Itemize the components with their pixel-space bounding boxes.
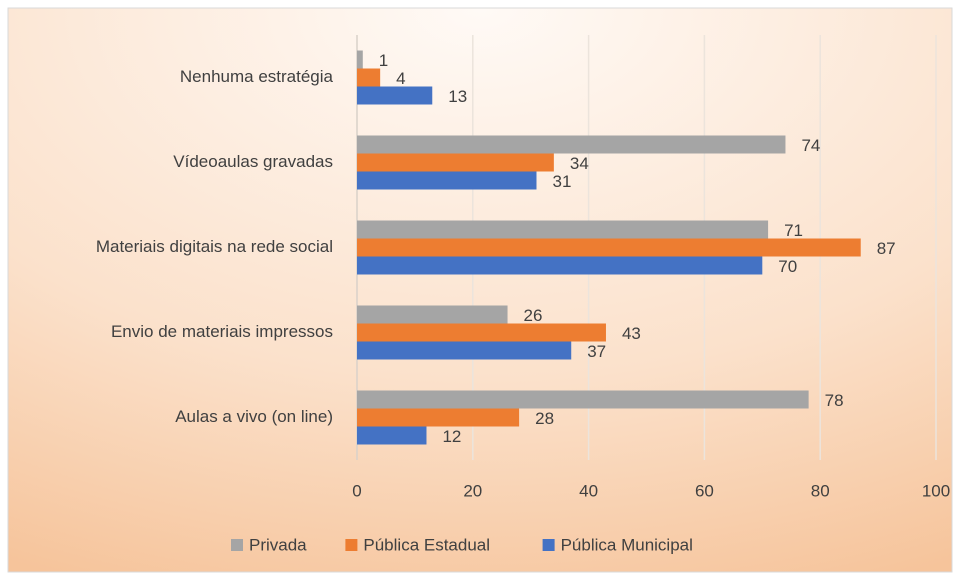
bar	[357, 171, 537, 190]
y-tick-label: Vídeoaulas gravadas	[173, 152, 333, 171]
data-label: 1	[379, 51, 388, 70]
legend-swatch	[231, 539, 243, 551]
y-tick-label: Aulas a vivo (on line)	[175, 407, 333, 426]
y-tick-label: Envio de materiais impressos	[111, 322, 333, 341]
chart-background	[7, 7, 953, 573]
data-label: 37	[587, 342, 606, 361]
y-tick-label: Materiais digitais na rede social	[96, 237, 333, 256]
bar	[357, 426, 427, 445]
legend-label: Pública Municipal	[561, 535, 693, 554]
data-label: 4	[396, 69, 405, 88]
data-label: 31	[552, 172, 571, 191]
bar	[357, 135, 786, 154]
legend-label: Privada	[249, 535, 307, 554]
data-label: 43	[622, 324, 641, 343]
legend-label: Pública Estadual	[363, 535, 490, 554]
data-label: 28	[535, 409, 554, 428]
bar	[357, 50, 363, 69]
x-tick-label: 60	[695, 481, 714, 500]
legend-swatch	[542, 539, 555, 551]
data-label: 70	[778, 257, 797, 276]
data-label: 78	[825, 391, 844, 410]
bar	[357, 86, 433, 105]
data-label: 74	[801, 136, 820, 155]
bar	[357, 153, 554, 172]
data-label: 34	[570, 154, 589, 173]
bar	[357, 305, 508, 324]
x-tick-label: 20	[463, 481, 482, 500]
data-label: 13	[448, 87, 467, 106]
y-tick-label: Nenhuma estratégia	[180, 67, 334, 86]
bar	[357, 256, 763, 275]
data-label: 12	[442, 427, 461, 446]
bar	[357, 220, 769, 239]
bar	[357, 323, 606, 342]
data-label: 87	[877, 239, 896, 258]
x-tick-label: 0	[352, 481, 361, 500]
bar	[357, 238, 861, 257]
bar	[357, 408, 520, 427]
bar	[357, 341, 572, 360]
data-label: 71	[784, 221, 803, 240]
bar	[357, 68, 381, 87]
bar	[357, 390, 809, 409]
x-tick-label: 40	[579, 481, 598, 500]
x-tick-label: 100	[922, 481, 950, 500]
data-label: 26	[524, 306, 543, 325]
x-tick-label: 80	[811, 481, 830, 500]
legend-swatch	[345, 539, 358, 551]
